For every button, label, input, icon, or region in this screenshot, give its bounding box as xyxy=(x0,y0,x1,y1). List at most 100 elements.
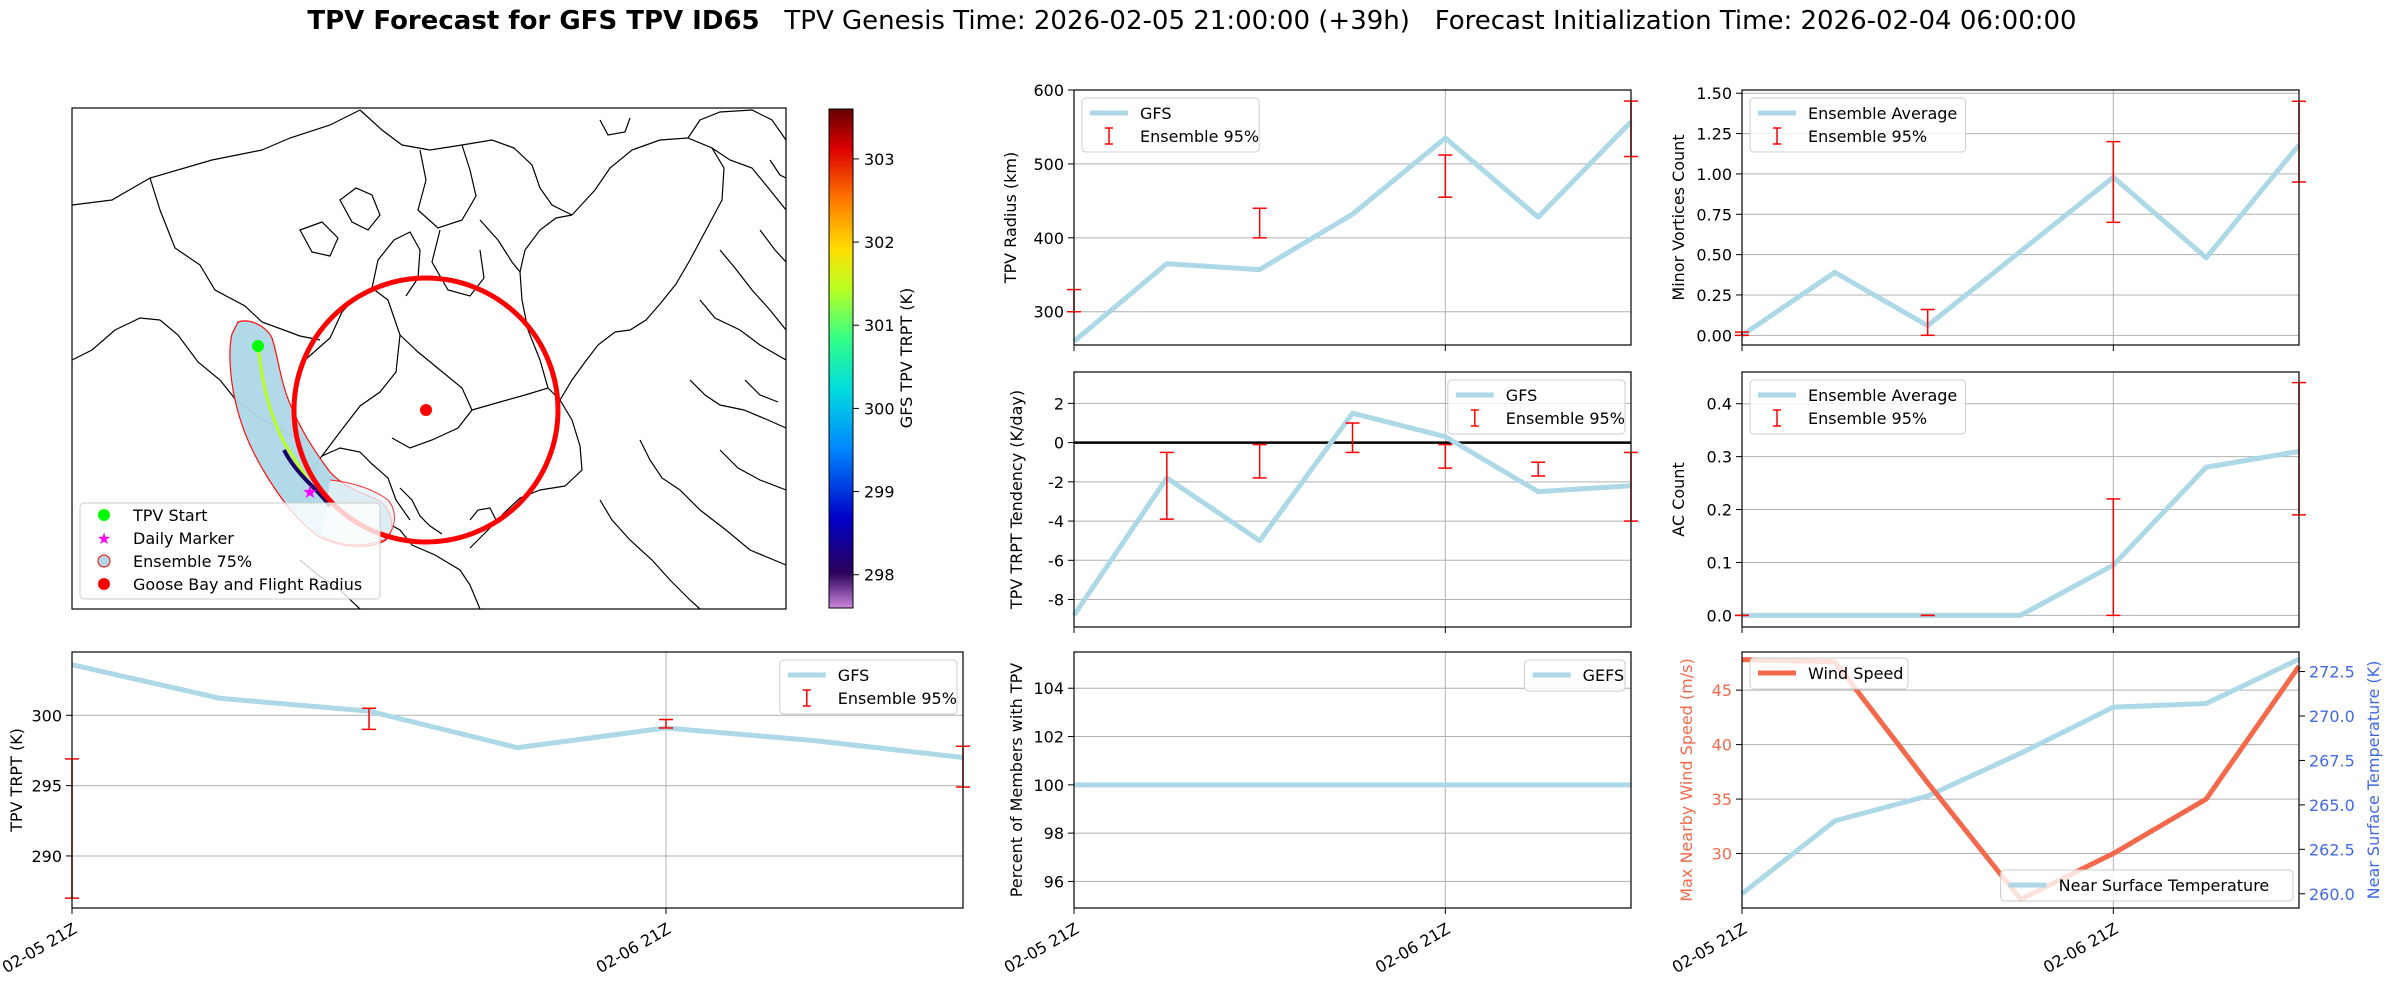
series-line xyxy=(1740,143,2301,338)
ytick-label-1: 98 xyxy=(1044,824,1064,843)
y2tick-label-4: 270.0 xyxy=(2309,707,2355,726)
ytick-label-0: 300 xyxy=(1033,303,1064,322)
ytick-label-2: 500 xyxy=(1033,155,1064,174)
ytick-label-1: -6 xyxy=(1048,551,1064,570)
chart-minor-vortices: 0.00 0.25 0.50 0.75 1.00 1.25 1.50 Ensemble Ave… xyxy=(1669,84,2306,351)
goose-bay-marker xyxy=(420,404,432,416)
map-legend-tpv-start: TPV Start xyxy=(132,506,208,525)
ytick-label-6: 1.50 xyxy=(1696,84,1732,103)
y2tick-label-1: 262.5 xyxy=(2309,840,2355,859)
ytick-label-0: 30 xyxy=(1712,845,1732,864)
chart-trpt: 290 295 300 02-05 21Z 02-06 21Z GFS Ensemble 9… xyxy=(0,651,970,977)
colorbar-tick-label-1: 299 xyxy=(864,483,895,502)
xtick-label-1: 02-06 21Z xyxy=(593,919,674,977)
legend-minor-label-1: Ensemble 95% xyxy=(1808,127,1927,146)
legend-wind-label-0: Wind Speed xyxy=(1808,664,1903,683)
figure-title-bold: TPV Forecast for GFS TPV ID65 xyxy=(307,6,760,36)
ytick-label-3: 0.3 xyxy=(1707,448,1732,467)
legend-tpv-start-icon xyxy=(98,509,110,521)
ytick-label-3: 600 xyxy=(1033,81,1064,100)
ylabel: Percent of Members with TPV xyxy=(1007,663,1026,897)
ylabel: Max Nearby Wind Speed (m/s) xyxy=(1677,658,1696,901)
ytick-label-2: -4 xyxy=(1048,512,1064,531)
map-legend-goose-bay: Goose Bay and Flight Radius xyxy=(133,575,362,594)
plot-frame xyxy=(1741,89,2300,346)
legend-tendency-label-1: Ensemble 95% xyxy=(1506,409,1625,428)
plot-frame xyxy=(1073,371,1632,628)
legend-percent-label-0: GEFS xyxy=(1583,666,1625,685)
legend-radius-label-0: GFS xyxy=(1140,104,1171,123)
colorbar-ticks: 298 299 300 301 302 303 xyxy=(853,150,895,585)
legend-wind-frame xyxy=(1749,657,1909,690)
xtick-label-0: 02-05 21Z xyxy=(1001,919,1082,977)
chart-trpt-tendency: -8 -6 -4 -2 0 2 GFS Ensemble 95% TPV TRPT Tenden… xyxy=(1007,371,1638,633)
ytick-label-2: 0.50 xyxy=(1696,246,1732,265)
colorbar-tick-label-4: 302 xyxy=(864,233,895,252)
ylabel: Minor Vortices Count xyxy=(1669,134,1688,300)
legend-ensemble-75-icon xyxy=(97,554,111,568)
legend-ac-label-1: Ensemble 95% xyxy=(1808,409,1927,428)
ytick-label-5: 2 xyxy=(1054,394,1064,413)
map-legend-daily-marker: Daily Marker xyxy=(133,529,234,548)
y2tick-label-2: 265.0 xyxy=(2309,796,2355,815)
xtick-label-0: 02-05 21Z xyxy=(1669,919,1750,977)
ytick-label-3: -2 xyxy=(1048,473,1064,492)
xtick-label-1: 02-06 21Z xyxy=(2040,919,2121,977)
ytick-label-5: 1.25 xyxy=(1696,125,1732,144)
ytick-label-4: 0 xyxy=(1054,434,1064,453)
y2tick-label-5: 272.5 xyxy=(2309,663,2355,682)
track-line-late xyxy=(282,449,332,508)
ytick-label-3: 0.75 xyxy=(1696,205,1732,224)
flight-radius-circle xyxy=(291,275,561,545)
ylabel: TPV TRPT Tendency (K/day) xyxy=(1007,390,1026,610)
series-line-temperature xyxy=(1740,656,2301,896)
legend-minor-frame xyxy=(1749,97,1967,153)
legend-minor-label-0: Ensemble Average xyxy=(1808,104,1957,123)
plot-frame xyxy=(71,651,964,909)
ytick-label-0: -8 xyxy=(1048,591,1064,610)
figure-title-rest: TPV Genesis Time: 2026-02-05 21:00:00 (+… xyxy=(784,6,2077,36)
legend-ac-frame xyxy=(1749,379,1967,435)
ytick-label-4: 104 xyxy=(1033,679,1064,698)
colorbar-tick-label-3: 301 xyxy=(864,316,895,335)
ytick-label-0: 290 xyxy=(31,847,62,866)
colorbar-gradient xyxy=(828,108,854,609)
map-content: ★ xyxy=(72,109,786,609)
legend-goose-bay-icon xyxy=(98,578,110,590)
ytick-label-2: 100 xyxy=(1033,776,1064,795)
ytick-label-0: 0.0 xyxy=(1707,606,1732,625)
chart-wind-temperature: 30 35 40 45 02-05 21Z 02-06 21Z 260.0 262.5 265.… xyxy=(1669,651,2383,977)
xtick-label-1: 02-06 21Z xyxy=(1372,919,1453,977)
ylabel: AC Count xyxy=(1669,462,1688,536)
legend-trpt-label-0: GFS xyxy=(838,666,869,685)
plot-frame xyxy=(1073,89,1632,346)
series-line-wind xyxy=(1741,657,2302,902)
chart-ac-count: 0.0 0.1 0.2 0.3 0.4 Ensemble Average Ensemble … xyxy=(1669,371,2306,633)
legend-trpt-label-1: Ensemble 95% xyxy=(838,689,957,708)
legend-tendency-label-0: GFS xyxy=(1506,386,1537,405)
ytick-label-1: 400 xyxy=(1033,229,1064,248)
colorbar-tick-label-5: 303 xyxy=(864,150,895,169)
colorbar-label: GFS TPV TRPT (K) xyxy=(897,288,916,428)
ytick-label-3: 45 xyxy=(1712,681,1732,700)
colorbar: 298 299 300 301 302 303 GFS TPV TRPT (K) xyxy=(828,108,916,609)
chart-radius: 300 400 500 600 GFS Ensemble 95% TPV Radius (k… xyxy=(1001,81,1638,351)
ytick-label-1: 295 xyxy=(31,777,62,796)
ytick-label-4: 1.00 xyxy=(1696,165,1732,184)
ytick-label-2: 300 xyxy=(31,706,62,725)
colorbar-tick-label-0: 298 xyxy=(864,566,895,585)
map-panel: ★ TPV Start ★ Daily Marker Ensemble 75% … xyxy=(71,107,916,610)
legend-radius-label-1: Ensemble 95% xyxy=(1140,127,1259,146)
map-legend-ensemble-75: Ensemble 75% xyxy=(133,552,252,571)
series-line xyxy=(1072,120,1633,344)
legend-ac-label-0: Ensemble Average xyxy=(1808,386,1957,405)
tpv-start-marker xyxy=(252,340,264,352)
series-line xyxy=(71,662,964,760)
plot-frame xyxy=(1741,371,2300,628)
legend-percent-frame xyxy=(1524,659,1626,692)
y2tick-label-3: 267.5 xyxy=(2309,751,2355,770)
legend-temp-label-0: Near Surface Temperature xyxy=(2059,876,2270,895)
daily-marker: ★ xyxy=(302,482,318,503)
ytick-label-1: 0.25 xyxy=(1696,286,1732,305)
